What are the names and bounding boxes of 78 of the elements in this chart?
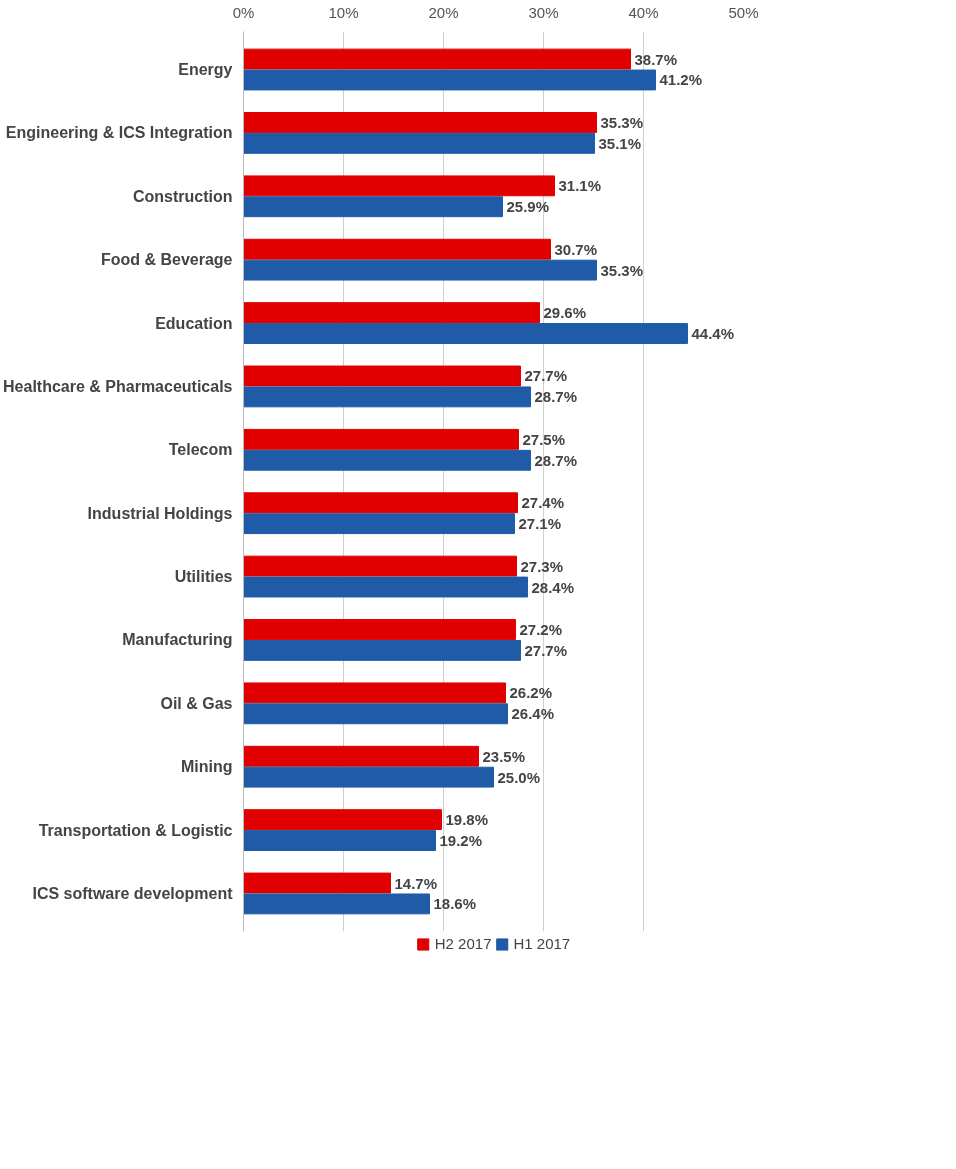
data-label: 41.2% bbox=[659, 71, 703, 89]
y-tick-label: Transportation & Logistic bbox=[38, 821, 233, 839]
bar bbox=[243, 682, 506, 704]
bar bbox=[243, 238, 551, 260]
data-label: 25.9% bbox=[506, 198, 550, 216]
bar bbox=[243, 492, 518, 514]
bar bbox=[243, 745, 479, 767]
bar bbox=[243, 48, 631, 70]
data-label: 38.7% bbox=[634, 50, 678, 68]
bar bbox=[243, 703, 508, 725]
bar bbox=[243, 259, 597, 281]
y-tick-label: Education bbox=[155, 314, 233, 332]
x-tick-label: 0% bbox=[232, 3, 255, 21]
x-tick-label: 10% bbox=[328, 3, 359, 21]
data-label: 27.4% bbox=[521, 494, 565, 512]
bar bbox=[243, 766, 494, 788]
bar bbox=[243, 302, 540, 324]
bar bbox=[243, 196, 503, 218]
data-label: 27.3% bbox=[520, 557, 564, 575]
data-label: 23.5% bbox=[482, 747, 526, 765]
data-label: 28.7% bbox=[534, 451, 578, 469]
data-label: 29.6% bbox=[543, 304, 587, 322]
data-label: 28.4% bbox=[531, 578, 575, 596]
bar bbox=[243, 428, 519, 450]
bar bbox=[243, 555, 517, 577]
y-tick-label: Telecom bbox=[168, 441, 233, 459]
y-tick-label: Construction bbox=[132, 187, 233, 205]
data-label: 35.1% bbox=[598, 134, 642, 152]
data-label: 27.7% bbox=[524, 641, 568, 659]
data-label: 14.7% bbox=[394, 874, 438, 892]
y-tick-label: Utilities bbox=[174, 568, 233, 586]
data-label: 28.7% bbox=[534, 388, 578, 406]
bar bbox=[243, 619, 516, 640]
bar bbox=[243, 112, 597, 133]
bar bbox=[243, 809, 442, 831]
data-label: 26.4% bbox=[511, 705, 555, 723]
legend-label: H2 2017 bbox=[434, 935, 492, 952]
data-label: 18.6% bbox=[433, 895, 477, 913]
y-tick-label: ICS software development bbox=[32, 884, 234, 902]
bar bbox=[243, 449, 531, 471]
y-tick-label: Mining bbox=[180, 758, 233, 776]
y-tick-label: Engineering & ICS Integration bbox=[5, 124, 233, 142]
data-label: 27.1% bbox=[518, 515, 562, 533]
bar bbox=[243, 513, 515, 535]
data-label: 26.2% bbox=[509, 684, 553, 702]
bar bbox=[243, 365, 521, 387]
y-tick-label: Food & Beverage bbox=[100, 251, 233, 269]
data-label: 25.0% bbox=[497, 768, 541, 786]
x-tick-label: 30% bbox=[528, 3, 559, 21]
legend-label: H1 2017 bbox=[513, 935, 571, 952]
data-label: 30.7% bbox=[554, 240, 598, 258]
y-tick-label: Energy bbox=[178, 61, 233, 79]
bar bbox=[243, 576, 528, 598]
bar bbox=[243, 132, 595, 154]
data-label: 19.2% bbox=[439, 832, 483, 850]
bar bbox=[243, 69, 656, 91]
data-label: 27.7% bbox=[524, 367, 568, 385]
data-label: 27.5% bbox=[522, 430, 566, 448]
bar bbox=[243, 386, 531, 408]
y-tick-label: Industrial Holdings bbox=[87, 504, 233, 522]
y-tick-label: Healthcare & Pharmaceuticals bbox=[3, 377, 233, 395]
x-tick-label: 20% bbox=[428, 3, 459, 21]
bar bbox=[243, 830, 436, 851]
x-tick-label: 40% bbox=[628, 3, 659, 21]
data-label: 27.2% bbox=[519, 620, 563, 638]
bar bbox=[243, 872, 391, 894]
y-tick-label: Manufacturing bbox=[122, 631, 233, 649]
bar bbox=[243, 893, 430, 915]
bar bbox=[243, 175, 555, 197]
data-label: 19.8% bbox=[445, 811, 489, 829]
data-label: 35.3% bbox=[600, 113, 644, 131]
bar bbox=[243, 639, 521, 661]
x-tick-label: 50% bbox=[728, 3, 759, 21]
bar bbox=[243, 323, 688, 344]
y-tick-label: Oil & Gas bbox=[160, 694, 233, 712]
data-label: 44.4% bbox=[691, 325, 735, 343]
data-label: 35.3% bbox=[600, 261, 644, 279]
data-label: 31.1% bbox=[558, 177, 602, 195]
